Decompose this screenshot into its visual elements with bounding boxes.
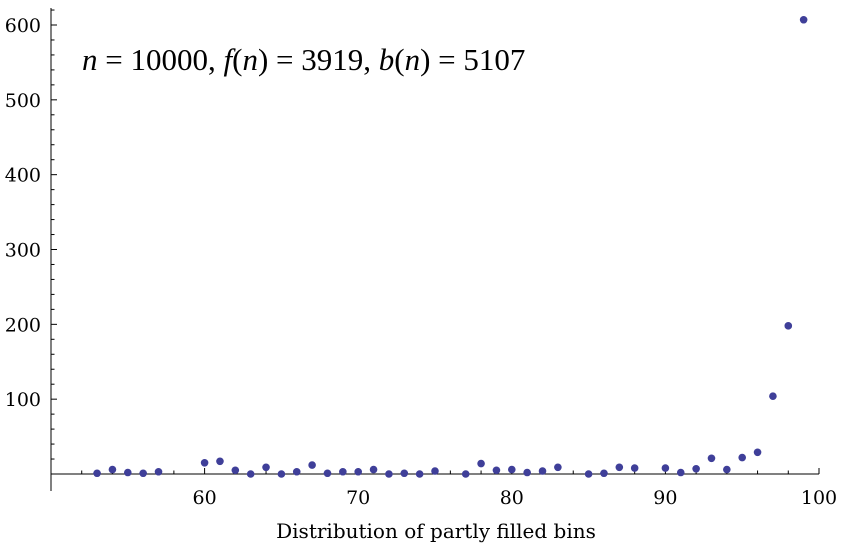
data-point bbox=[784, 322, 793, 330]
data-point bbox=[431, 467, 439, 475]
data-point bbox=[308, 461, 316, 469]
data-point bbox=[339, 467, 347, 476]
data-point bbox=[154, 467, 163, 476]
data-point bbox=[554, 463, 562, 472]
x-tick-label: 60 bbox=[193, 487, 217, 509]
data-point bbox=[200, 458, 209, 467]
annotation-f-value: 3919 bbox=[301, 42, 363, 77]
data-point bbox=[707, 454, 716, 463]
data-point bbox=[477, 459, 485, 468]
annotation-f-arg: n bbox=[242, 42, 258, 77]
data-point bbox=[262, 463, 270, 472]
data-point bbox=[676, 468, 685, 477]
y-tick-label: 200 bbox=[5, 314, 41, 336]
annotation-b-name: b bbox=[379, 42, 395, 77]
data-point bbox=[661, 464, 670, 472]
y-tick-label: 100 bbox=[5, 389, 41, 411]
data-point bbox=[415, 470, 424, 478]
data-point bbox=[799, 15, 808, 24]
data-point bbox=[738, 453, 746, 462]
annotation-n-name: n bbox=[82, 42, 98, 77]
annotation-b-value: 5107 bbox=[463, 42, 525, 77]
data-point bbox=[323, 469, 332, 478]
data-point bbox=[692, 464, 700, 473]
data-point bbox=[492, 466, 501, 475]
data-point bbox=[723, 465, 731, 474]
axes: 60 70 80 90 100 100 200 300 400 500 600 bbox=[5, 8, 837, 509]
y-tick-label: 600 bbox=[5, 15, 41, 37]
y-tick-label: 400 bbox=[5, 165, 41, 187]
data-point bbox=[600, 469, 608, 478]
data-point bbox=[231, 466, 240, 475]
data-point bbox=[369, 465, 378, 474]
data-point bbox=[354, 467, 363, 476]
x-tick-label: 80 bbox=[500, 487, 524, 509]
data-points bbox=[93, 15, 808, 478]
data-point bbox=[584, 470, 593, 478]
data-point bbox=[216, 457, 224, 466]
data-point bbox=[400, 469, 409, 478]
data-point bbox=[630, 464, 639, 472]
annotation-text: n = 10000, f(n) = 3919, b(n) = 5107 bbox=[82, 42, 525, 77]
data-point bbox=[461, 470, 470, 478]
data-point bbox=[93, 469, 101, 478]
data-point bbox=[538, 467, 547, 475]
y-tick-label: 500 bbox=[5, 90, 41, 112]
data-point bbox=[108, 465, 117, 474]
x-tick-label: 100 bbox=[801, 487, 837, 509]
y-tick-label: 300 bbox=[5, 240, 41, 262]
data-point bbox=[523, 468, 531, 477]
annotation-n-value: 10000 bbox=[130, 42, 208, 77]
data-point bbox=[124, 468, 132, 477]
data-point bbox=[769, 392, 777, 400]
data-point bbox=[615, 463, 624, 472]
x-axis-title: Distribution of partly filled bins bbox=[276, 519, 596, 543]
data-point bbox=[139, 469, 147, 478]
data-point bbox=[385, 470, 393, 478]
data-point bbox=[508, 465, 516, 474]
data-point bbox=[753, 448, 762, 457]
x-tick-label: 70 bbox=[346, 487, 370, 509]
annotation-b-arg: n bbox=[405, 42, 421, 77]
data-point bbox=[246, 470, 255, 478]
data-point bbox=[277, 470, 286, 478]
x-tick-label: 90 bbox=[653, 487, 677, 509]
data-point bbox=[292, 467, 301, 476]
